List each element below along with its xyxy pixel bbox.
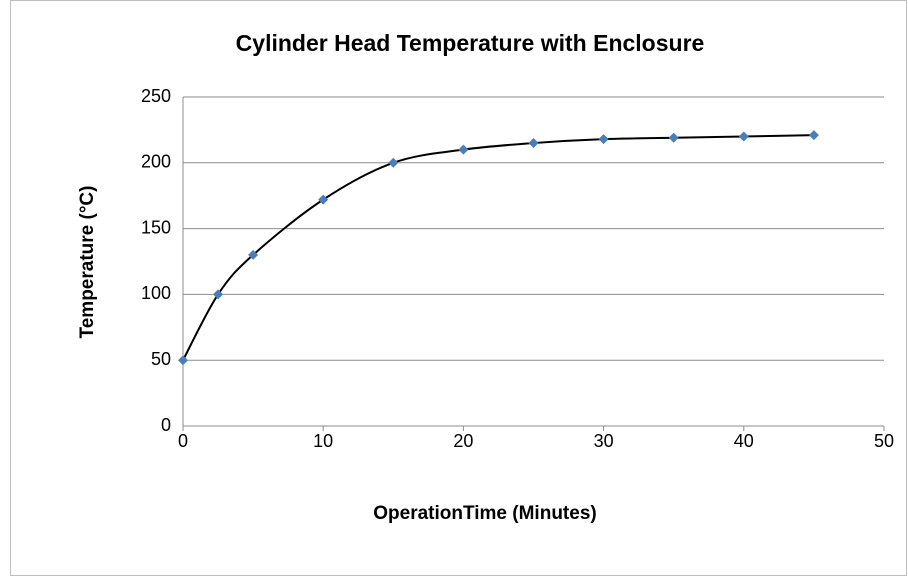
data-point: [388, 157, 399, 168]
y-tick-label: 150: [141, 217, 171, 237]
y-tick-label: 50: [151, 349, 171, 369]
x-tick-label: 50: [874, 431, 894, 451]
x-tick-label: 20: [453, 431, 473, 451]
y-tick-label: 250: [141, 86, 171, 106]
x-tick-label: 40: [734, 431, 754, 451]
y-axis-label: Temperature (°C): [77, 186, 98, 339]
x-tick-label: 30: [594, 431, 614, 451]
data-point: [178, 355, 188, 366]
data-point: [668, 132, 679, 143]
chart-title: Cylinder Head Temperature with Enclosure: [236, 30, 705, 56]
y-tick-label: 0: [161, 415, 171, 435]
x-tick-label: 0: [178, 431, 188, 451]
data-point: [598, 134, 609, 145]
y-tick-label: 100: [141, 283, 171, 303]
data-point: [738, 131, 749, 142]
x-tick-label: 10: [313, 431, 333, 451]
data-point: [318, 194, 329, 205]
data-point: [458, 144, 469, 155]
data-point: [808, 130, 819, 141]
data-point: [528, 138, 539, 149]
data-point: [248, 249, 259, 260]
y-tick-label: 200: [141, 152, 171, 172]
chart-border: [10, 0, 907, 576]
data-point: [213, 289, 224, 300]
x-axis-label: OperationTime (Minutes): [373, 503, 596, 524]
